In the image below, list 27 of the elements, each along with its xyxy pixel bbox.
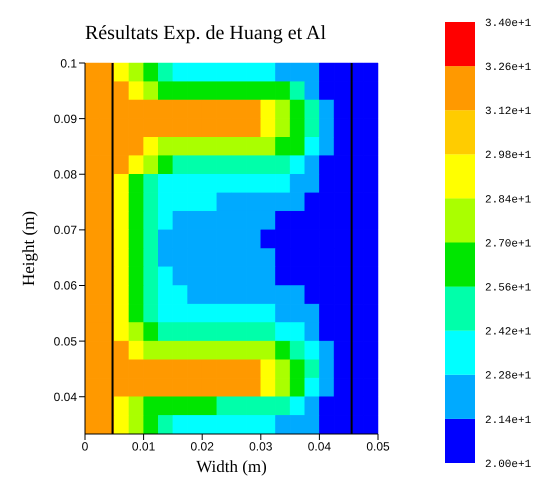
color-bar-label: 2.00e+1 (485, 458, 532, 471)
color-bar-label: 3.26e+1 (485, 62, 532, 74)
color-bar-label: 2.28e+1 (485, 370, 532, 383)
color-bar-label: 2.14e+1 (485, 414, 532, 427)
x-tick-label: 0.05 (366, 440, 390, 454)
y-tick-label: 0.06 (54, 278, 78, 293)
y-axis-title: Height (m) (19, 210, 38, 286)
color-bar-label: 2.98e+1 (485, 150, 532, 162)
color-bar-label: 2.84e+1 (485, 194, 532, 206)
color-bar-label: 2.42e+1 (485, 326, 532, 339)
y-tick-label: 0.1 (60, 56, 78, 70)
x-axis-title: Width (m) (196, 457, 267, 476)
y-tick-label: 0.09 (54, 112, 78, 126)
x-tick-label: 0.03 (249, 440, 273, 454)
color-bar-label: 2.56e+1 (485, 282, 532, 294)
x-tick-label: 0.02 (190, 440, 214, 454)
x-tick-label: 0.01 (132, 440, 156, 454)
y-tick-label: 0.07 (54, 223, 78, 238)
y-tick-label: 0.08 (54, 168, 78, 182)
color-bar-label: 3.12e+1 (485, 106, 532, 118)
chart-title: Résultats Exp. de Huang et Al (84, 22, 328, 45)
y-tick-label: 0.05 (54, 334, 78, 348)
x-tick-label: 0 (82, 440, 89, 454)
color-bar-label: 3.40e+1 (485, 18, 532, 30)
color-bar-label: 2.70e+1 (485, 238, 532, 250)
y-tick-label: 0.04 (54, 390, 78, 404)
x-tick-label: 0.04 (308, 440, 332, 454)
